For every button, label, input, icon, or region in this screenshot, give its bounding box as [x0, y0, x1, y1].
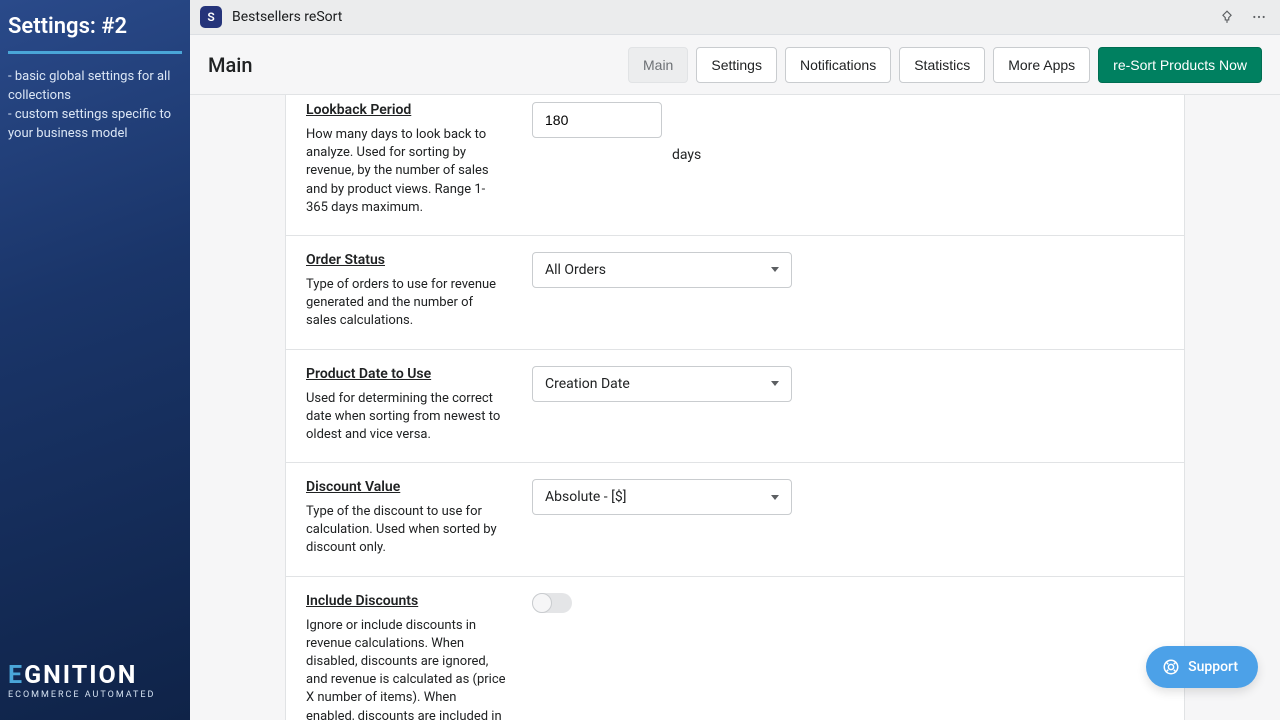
- lookback-label: Lookback Period: [306, 102, 506, 118]
- more-icon[interactable]: [1248, 6, 1270, 28]
- resort-now-button[interactable]: re-Sort Products Now: [1098, 47, 1262, 83]
- tab-notifications[interactable]: Notifications: [785, 47, 891, 83]
- product-date-value: Creation Date: [545, 376, 630, 392]
- sidebar: Settings: #2 - basic global settings for…: [0, 0, 190, 720]
- tab-more-apps[interactable]: More Apps: [993, 47, 1090, 83]
- tab-main[interactable]: Main: [628, 47, 688, 83]
- row-product-date: Product Date to Use Used for determining…: [286, 350, 1184, 464]
- brand-letter: E: [8, 661, 24, 690]
- sidebar-title: Settings: #2: [8, 10, 182, 47]
- order-status-value: All Orders: [545, 262, 606, 278]
- discount-value-desc: Type of the discount to use for calculat…: [306, 503, 506, 558]
- app-icon: S: [200, 6, 222, 28]
- content: Lookback Period How many days to look ba…: [190, 95, 1280, 720]
- app-name: Bestsellers reSort: [232, 9, 342, 25]
- topbar: S Bestsellers reSort: [190, 0, 1280, 35]
- order-status-select[interactable]: All Orders: [532, 252, 792, 288]
- discount-value-select[interactable]: Absolute - [$]: [532, 479, 792, 515]
- brand-tagline: ECOMMERCE AUTOMATED: [8, 690, 182, 700]
- row-include-discounts: Include Discounts Ignore or include disc…: [286, 577, 1184, 720]
- order-status-desc: Type of orders to use for revenue genera…: [306, 276, 506, 331]
- settings-card: Lookback Period How many days to look ba…: [285, 95, 1185, 720]
- pin-icon[interactable]: [1216, 6, 1238, 28]
- tab-settings[interactable]: Settings: [696, 47, 777, 83]
- product-date-desc: Used for determining the correct date wh…: [306, 390, 506, 445]
- support-icon: [1162, 658, 1180, 676]
- include-discounts-toggle[interactable]: [532, 593, 572, 613]
- order-status-label: Order Status: [306, 252, 506, 268]
- brand-logo: EGNITION ECOMMERCE AUTOMATED: [8, 663, 182, 704]
- product-date-select[interactable]: Creation Date: [532, 366, 792, 402]
- chevron-down-icon: [771, 495, 779, 500]
- brand-rest: GNITION: [24, 661, 137, 690]
- header-bar: Main Main Settings Notifications Statist…: [190, 35, 1280, 95]
- main-area: S Bestsellers reSort Main Main Settings …: [190, 0, 1280, 720]
- support-label: Support: [1188, 659, 1238, 675]
- row-order-status: Order Status Type of orders to use for r…: [286, 236, 1184, 350]
- product-date-label: Product Date to Use: [306, 366, 506, 382]
- lookback-desc: How many days to look back to analyze. U…: [306, 126, 506, 217]
- include-discounts-desc: Ignore or include discounts in revenue c…: [306, 617, 506, 720]
- chevron-down-icon: [771, 267, 779, 272]
- discount-value-label: Discount Value: [306, 479, 506, 495]
- page-title: Main: [208, 53, 253, 77]
- sidebar-accent-bar: [8, 51, 182, 54]
- lookback-suffix: days: [672, 137, 701, 173]
- row-discount-value: Discount Value Type of the discount to u…: [286, 463, 1184, 577]
- row-lookback: Lookback Period How many days to look ba…: [286, 95, 1184, 236]
- include-discounts-label: Include Discounts: [306, 593, 506, 609]
- lookback-input[interactable]: [532, 102, 662, 138]
- support-button[interactable]: Support: [1146, 646, 1258, 688]
- toggle-knob: [532, 593, 552, 613]
- sidebar-description: - basic global settings for all collecti…: [8, 68, 182, 143]
- chevron-down-icon: [771, 381, 779, 386]
- tab-statistics[interactable]: Statistics: [899, 47, 985, 83]
- discount-value-value: Absolute - [$]: [545, 489, 626, 505]
